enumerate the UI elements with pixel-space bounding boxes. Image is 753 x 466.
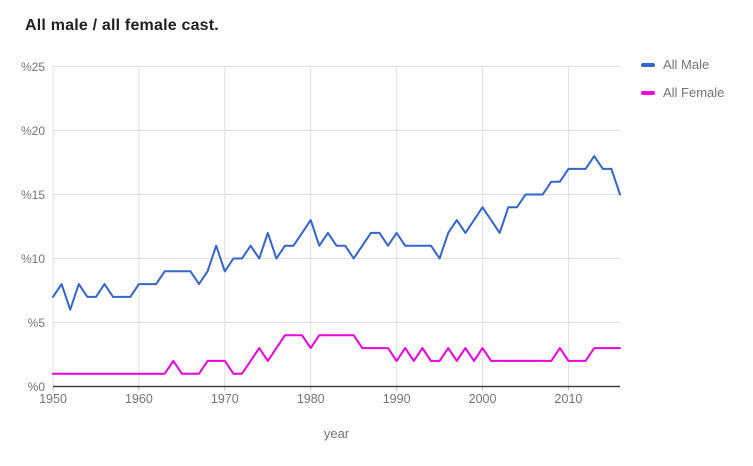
legend: All Male All Female bbox=[641, 56, 724, 112]
series-line-all-female[interactable] bbox=[52, 334, 621, 375]
legend-item-all-female[interactable]: All Female bbox=[641, 84, 724, 101]
legend-label: All Female bbox=[663, 85, 725, 100]
legend-label: All Male bbox=[663, 57, 710, 72]
legend-item-all-male[interactable]: All Male bbox=[641, 56, 724, 73]
x-tick-label: 2010 bbox=[554, 392, 583, 406]
x-tick-label: 2000 bbox=[468, 392, 497, 406]
x-tick-label: 1960 bbox=[125, 392, 153, 406]
series-line-all-male[interactable] bbox=[52, 155, 621, 311]
y-tick-label: %20 bbox=[20, 123, 45, 138]
y-tick-label: %10 bbox=[20, 251, 45, 266]
x-tick-label: 1990 bbox=[382, 392, 411, 406]
legend-swatch-all-male bbox=[641, 62, 655, 67]
chart-title: All male / all female cast. bbox=[25, 17, 219, 34]
y-tick-label: %0 bbox=[27, 379, 45, 394]
x-tick-label: 1970 bbox=[210, 392, 239, 406]
x-tick-label: 1980 bbox=[296, 392, 325, 406]
y-tick-label: %5 bbox=[27, 315, 45, 330]
x-tick-label: 1950 bbox=[39, 392, 67, 406]
x-axis-title: year bbox=[323, 426, 350, 441]
y-tick-label: %25 bbox=[20, 59, 45, 74]
legend-swatch-all-female bbox=[641, 90, 655, 95]
y-tick-label: %15 bbox=[20, 187, 45, 202]
